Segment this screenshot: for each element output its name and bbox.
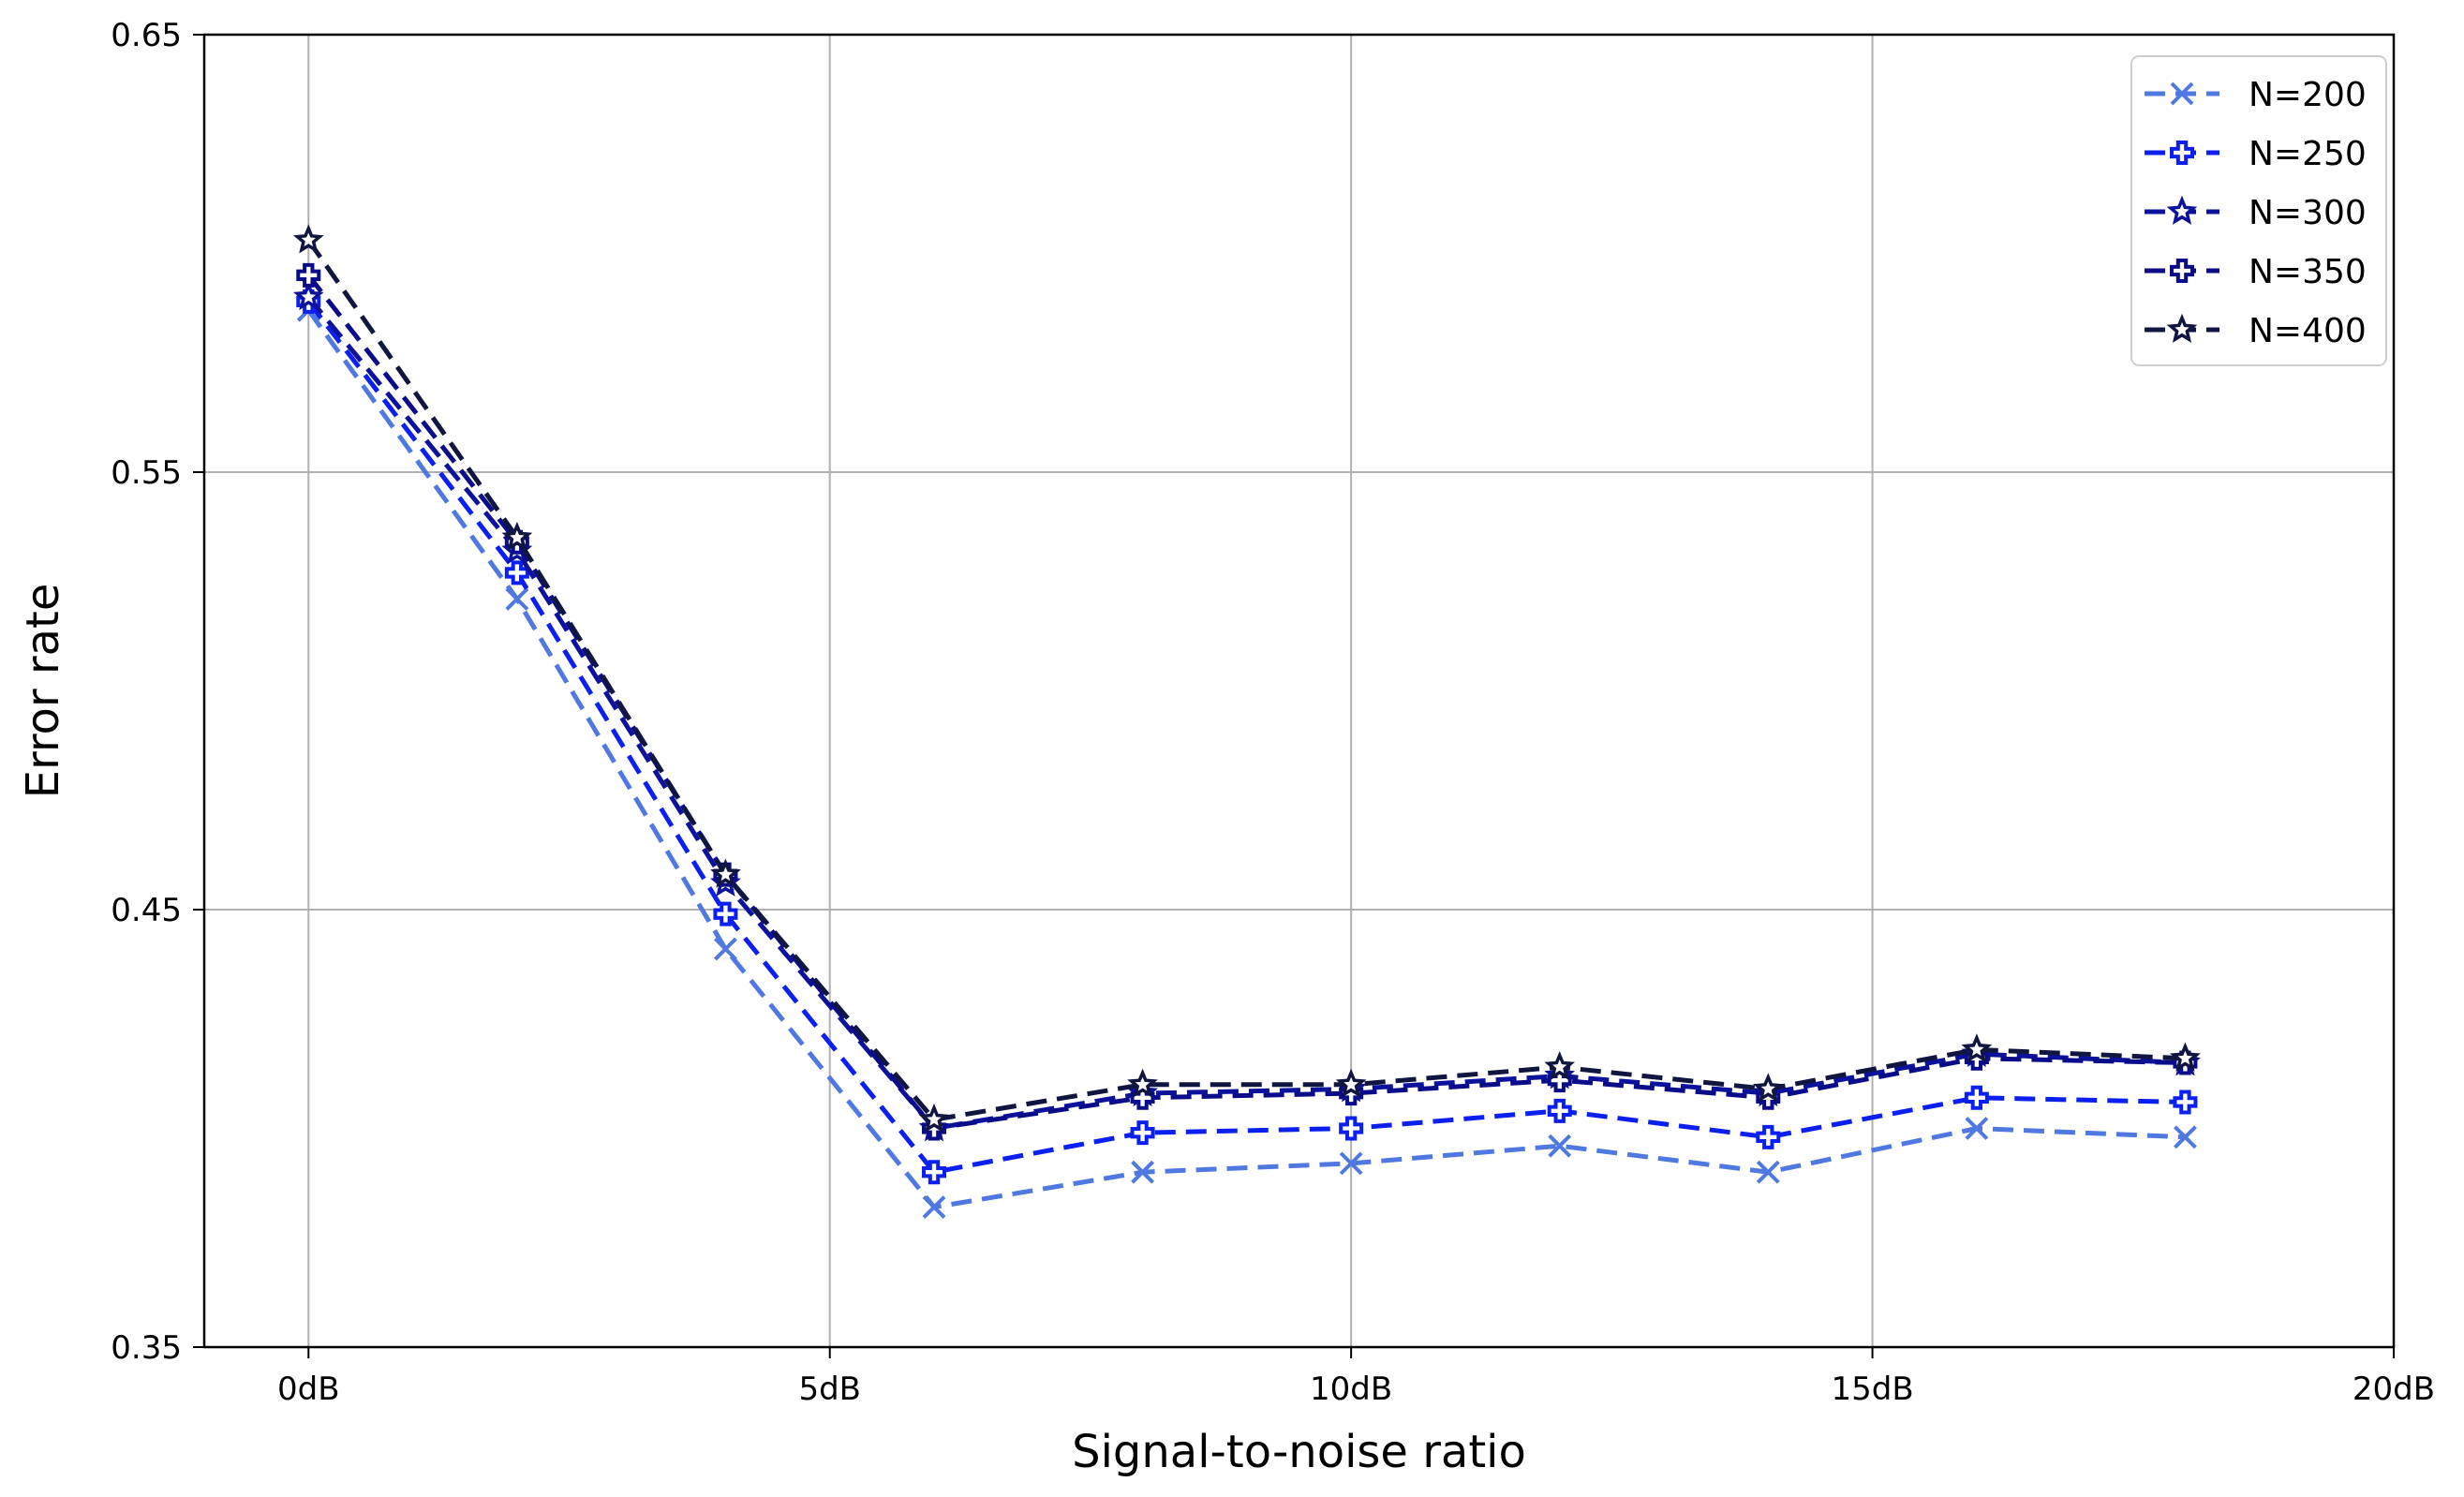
data-point	[1131, 1160, 1154, 1184]
grid	[204, 34, 2395, 1348]
data-point	[292, 281, 324, 311]
series-4	[296, 262, 2198, 1141]
legend-marker	[2170, 82, 2194, 106]
data-point	[714, 937, 737, 961]
legend-marker	[2170, 259, 2194, 283]
legend-item: N=300	[2145, 194, 2367, 232]
x-axis-title: Signal-to-noise ratio	[1072, 1426, 1526, 1478]
series-line	[306, 308, 2186, 1210]
data-point	[1335, 1068, 1367, 1098]
data-point	[1127, 1068, 1158, 1098]
data-point	[1548, 1134, 1572, 1158]
legend-box	[2130, 55, 2387, 366]
legend-item: N=350	[2145, 253, 2367, 291]
x-tick-label: 20dB	[2353, 1371, 2435, 1408]
legend-label: N=250	[2249, 135, 2367, 173]
data-point	[1339, 1151, 1363, 1176]
legend-item: N=200	[2145, 76, 2367, 114]
series-5	[292, 224, 2201, 1134]
data-point	[292, 224, 324, 254]
data-point	[1547, 1098, 1572, 1123]
data-point	[1130, 1120, 1155, 1146]
data-point	[713, 901, 738, 926]
x-tick-label: 10dB	[1310, 1371, 1392, 1408]
series-line	[306, 300, 2186, 1175]
data-point	[918, 1103, 950, 1134]
plot-frame	[202, 33, 2396, 1349]
y-tick-label: 0.45	[111, 892, 182, 929]
legend: N=200 N=250 N=300 N=350 N=400	[2130, 55, 2387, 366]
series-layer	[292, 224, 2201, 1219]
data-point	[1752, 1073, 1784, 1103]
legend-label: N=200	[2249, 76, 2367, 114]
x-tick-label: 0dB	[277, 1371, 340, 1408]
series-3	[292, 281, 2201, 1142]
data-point	[710, 858, 741, 888]
y-tick-label: 0.55	[111, 454, 182, 492]
data-point	[296, 262, 321, 288]
data-point	[1965, 1117, 1989, 1140]
data-point	[2170, 1042, 2201, 1072]
legend-item: N=400	[2145, 312, 2367, 350]
legend-label: N=400	[2249, 312, 2367, 350]
data-point	[505, 587, 529, 611]
legend-marker	[2166, 313, 2198, 343]
data-point	[1756, 1160, 1780, 1184]
data-point	[1961, 1033, 1993, 1063]
data-point	[922, 1160, 946, 1185]
y-tick-label: 0.65	[111, 17, 182, 54]
series-line	[306, 239, 2186, 1122]
y-axis-title: Error rate	[17, 584, 69, 799]
legend-label: N=300	[2249, 194, 2367, 232]
data-point	[501, 521, 533, 552]
legend-item: N=250	[2145, 135, 2367, 173]
data-point	[1756, 1124, 1781, 1149]
axes: 0dB 5dB 10dB 15dB 20dB 0.35 0.45 0.55 0.65	[111, 17, 2435, 1408]
data-point	[504, 560, 529, 585]
legend-label: N=350	[2249, 253, 2367, 291]
data-point	[2173, 1089, 2198, 1115]
data-point	[1964, 1085, 1989, 1110]
y-tick-label: 0.35	[111, 1329, 182, 1367]
legend-marker	[2166, 195, 2198, 225]
series-line	[306, 274, 2186, 1131]
series-line	[306, 295, 2186, 1131]
legend-marker	[2170, 141, 2194, 165]
data-point	[1339, 1116, 1364, 1141]
data-point	[2174, 1125, 2197, 1149]
x-tick-label: 15dB	[1831, 1371, 1913, 1408]
x-tick-label: 5dB	[798, 1371, 861, 1408]
series-2	[296, 289, 2198, 1185]
series-1	[296, 298, 2197, 1219]
data-point	[922, 1195, 946, 1219]
data-point	[1544, 1050, 1576, 1081]
